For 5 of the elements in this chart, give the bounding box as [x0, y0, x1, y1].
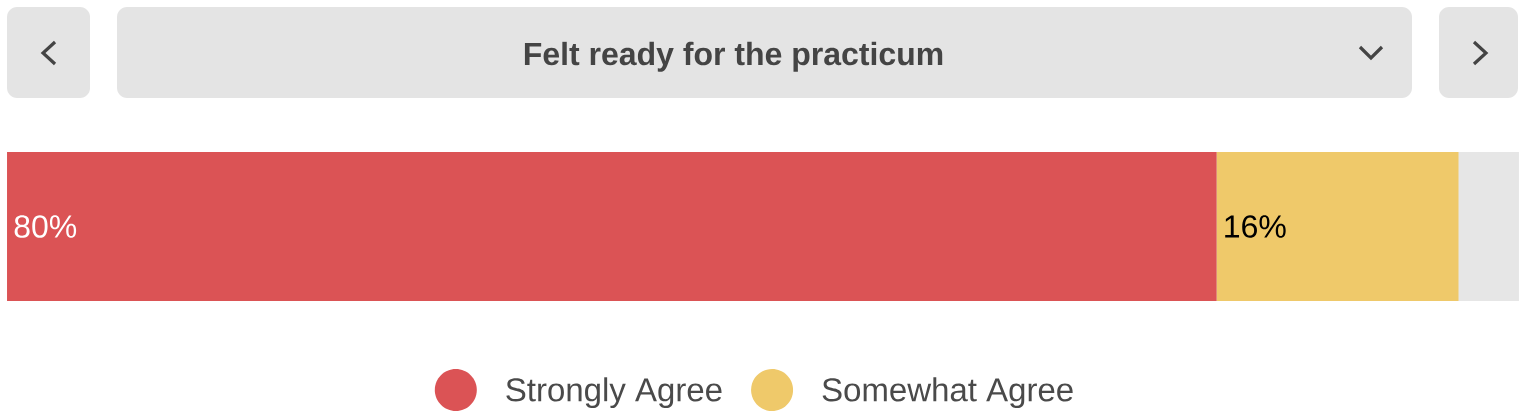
legend-label: Somewhat Agree	[822, 377, 1073, 409]
legend-label: Strongly Agree	[506, 377, 722, 409]
data-label: 16%	[1225, 215, 1286, 238]
chart-title: Felt ready for the practicum	[524, 41, 943, 72]
data-label: 80%	[14, 215, 77, 238]
